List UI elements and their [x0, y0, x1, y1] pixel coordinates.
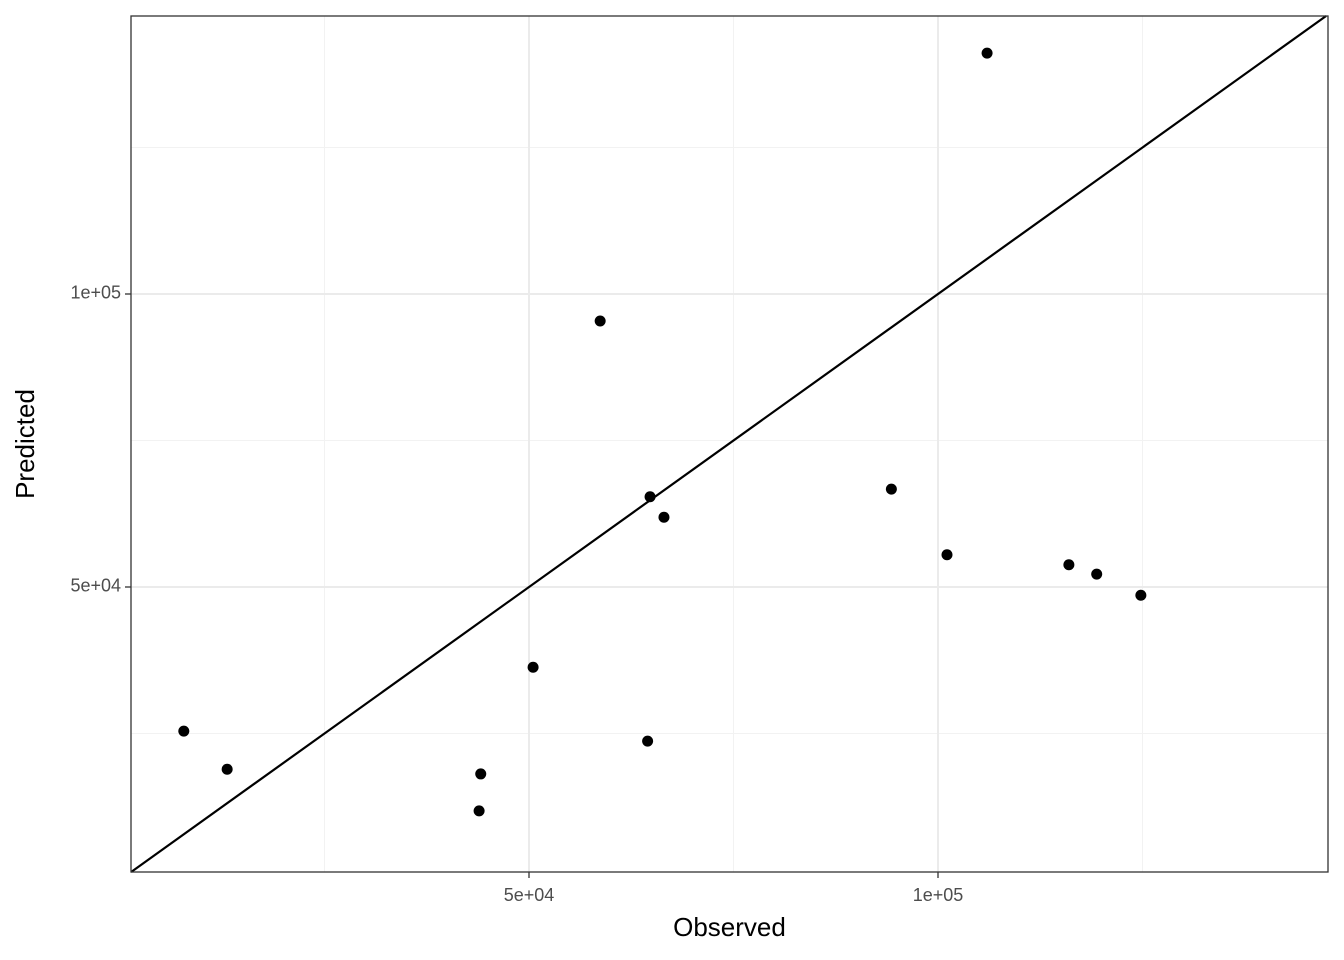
x-tick-label: 5e+04 [504, 885, 555, 905]
x-axis-title: Observed [673, 912, 786, 942]
identity-line [130, 15, 1327, 873]
point [642, 735, 654, 747]
point [473, 805, 485, 817]
point [644, 491, 656, 503]
point [527, 661, 539, 673]
point [1063, 559, 1075, 571]
y-tick-label: 1e+05 [70, 283, 121, 303]
point [221, 763, 233, 775]
grid [131, 16, 1328, 872]
point [1135, 589, 1147, 601]
point [885, 483, 897, 495]
y-tick-label: 5e+04 [70, 576, 121, 596]
point [658, 511, 670, 523]
point [475, 768, 487, 780]
point [981, 47, 993, 59]
point [941, 549, 953, 561]
point [594, 315, 606, 327]
x-tick-label: 1e+05 [913, 885, 964, 905]
panel-border [130, 15, 1329, 873]
point [1091, 568, 1103, 580]
point [178, 725, 190, 737]
marks [130, 15, 1327, 873]
y-axis-title: Predicted [10, 389, 40, 499]
